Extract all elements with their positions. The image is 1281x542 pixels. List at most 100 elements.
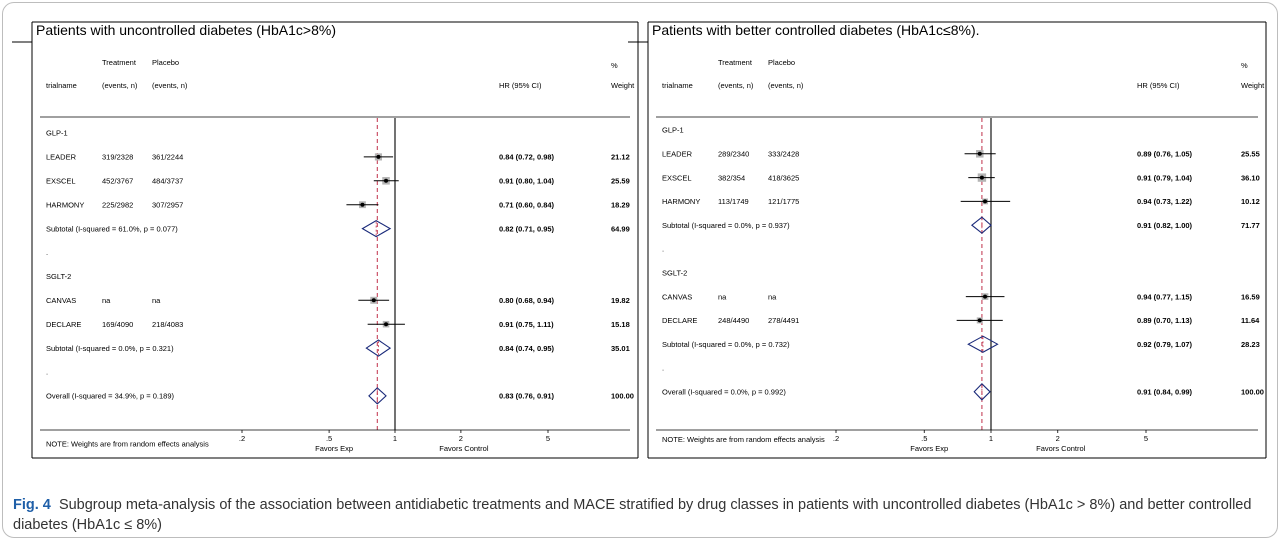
- panel1-treatment-events: 225/2982: [102, 200, 133, 209]
- panel2-weight-value: 36.10: [1241, 173, 1260, 182]
- panel2-study-name: CANVAS: [662, 292, 692, 301]
- panel2-point-estimate: [979, 175, 984, 180]
- panel1-placebo-events: na: [152, 296, 161, 305]
- panel2-treatment-header-sub: (events, n): [718, 81, 754, 90]
- panel2-treatment-events: na: [718, 292, 727, 301]
- panel1-weight-header-pct: %: [611, 61, 618, 70]
- panel1-overall-diamond: [368, 387, 387, 405]
- panel1-subtotal-diamond: [365, 339, 392, 357]
- panel2-x-tick-label: 2: [1056, 434, 1060, 443]
- panel2-placebo-events: 121/1775: [768, 197, 799, 206]
- panel1-x-tick-label: .5: [326, 434, 332, 443]
- panel2-weight-header: Weight: [1241, 81, 1265, 90]
- panel1-placebo-header: Placebo: [152, 58, 179, 67]
- panel1-hr-value: 0.84 (0.72, 0.98): [499, 153, 555, 162]
- panel2-placebo-header-sub: (events, n): [768, 81, 804, 90]
- panel2-subtotal-label: Subtotal (I-squared = 0.0%, p = 0.937): [662, 221, 790, 230]
- panel1-hr-value: 0.71 (0.60, 0.84): [499, 200, 555, 209]
- forest-plots: Patients with uncontrolled diabetes (HbA…: [12, 21, 1267, 459]
- panel1-point-estimate: [360, 202, 365, 207]
- panel1-note: NOTE: Weights are from random effects an…: [46, 439, 209, 448]
- panel1-study-name: EXSCEL: [46, 177, 76, 186]
- panel1-weight-value: 19.82: [611, 296, 630, 305]
- panel2-study-name: EXSCEL: [662, 173, 692, 182]
- panel1-hr-value: 0.91 (0.75, 1.11): [499, 320, 554, 329]
- panel1-title: Patients with uncontrolled diabetes (HbA…: [36, 22, 336, 38]
- panel2-trial-header: trialname: [662, 81, 693, 90]
- panel2-point-estimate: [983, 294, 988, 299]
- panel1-subtotal-label: Subtotal (I-squared = 0.0%, p = 0.321): [46, 344, 174, 353]
- panel1-hr-value: 0.82 (0.71, 0.95): [499, 224, 555, 233]
- panel1-hr-value: 0.84 (0.74, 0.95): [499, 344, 555, 353]
- panel2-hr-value: 0.91 (0.84, 0.99): [1137, 388, 1193, 397]
- figure-label: Fig. 4: [13, 497, 51, 513]
- panel1-weight-value: 21.12: [611, 153, 630, 162]
- panel2-weight-value: 10.12: [1241, 197, 1260, 206]
- panel2-point-estimate: [977, 318, 982, 323]
- panel1-study-name: DECLARE: [46, 320, 81, 329]
- panel2-title: Patients with better controlled diabetes…: [652, 22, 980, 38]
- panel1-x-tick-label: 1: [393, 434, 397, 443]
- panel2-hr-header: HR (95% CI): [1137, 81, 1180, 90]
- panel1-hr-header: HR (95% CI): [499, 81, 542, 90]
- panel1-study-name: LEADER: [46, 153, 77, 162]
- panel2-placebo-events: 418/3625: [768, 173, 799, 182]
- panel2-group-label: SGLT-2: [662, 269, 687, 278]
- panel2-weight-value: 25.55: [1241, 150, 1260, 159]
- figure-caption: Fig. 4 Subgroup meta-analysis of the ass…: [13, 495, 1263, 535]
- panel1-hr-value: 0.80 (0.68, 0.94): [499, 296, 555, 305]
- panel2-spacer-dot: .: [662, 245, 664, 254]
- panel2-overall-diamond: [973, 383, 991, 401]
- panel1-weight-value: 25.59: [611, 177, 630, 186]
- panel2-weight-value: 71.77: [1241, 221, 1260, 230]
- panel2-treatment-events: 113/1749: [718, 197, 749, 206]
- panel1-group-label: GLP-1: [46, 129, 68, 138]
- panel1-weight-value: 100.00: [611, 392, 634, 401]
- panel2-treatment-events: 382/354: [718, 173, 745, 182]
- panel1-treatment-header-sub: (events, n): [102, 81, 138, 90]
- panel1-treatment-events: 319/2328: [102, 153, 133, 162]
- panel1-treatment-events: na: [102, 296, 111, 305]
- panel2-hr-value: 0.94 (0.73, 1.22): [1137, 197, 1193, 206]
- panel2-placebo-header: Placebo: [768, 58, 795, 67]
- panel2-hr-value: 0.91 (0.82, 1.00): [1137, 221, 1193, 230]
- panel2-weight-value: 100.00: [1241, 388, 1264, 397]
- panel1-group-label: SGLT-2: [46, 272, 71, 281]
- panel1-weight-header: Weight: [611, 81, 635, 90]
- panel1-hr-value: 0.83 (0.76, 0.91): [499, 392, 555, 401]
- panel1-subtotal-diamond: [361, 219, 392, 238]
- panel1-weight-value: 15.18: [611, 320, 630, 329]
- panel2-study-name: LEADER: [662, 150, 693, 159]
- panel2-study-name: DECLARE: [662, 316, 697, 325]
- panel2-placebo-events: 333/2428: [768, 150, 799, 159]
- panel2-note: NOTE: Weights are from random effects an…: [662, 435, 825, 444]
- panel1-subtotal-label: Subtotal (I-squared = 61.0%, p = 0.077): [46, 224, 178, 233]
- panel1-x-tick-label: 5: [546, 434, 550, 443]
- panel1-placebo-events: 361/2244: [152, 153, 183, 162]
- panel1-weight-value: 35.01: [611, 344, 630, 353]
- panel1-hr-value: 0.91 (0.80, 1.04): [499, 177, 555, 186]
- panel2-x-label-left: Favors Exp: [910, 444, 948, 453]
- panel2-weight-header-pct: %: [1241, 61, 1248, 70]
- panel1-treatment-events: 169/4090: [102, 320, 133, 329]
- panel1-overall-label: Overall (I-squared = 34.9%, p = 0.189): [46, 392, 174, 401]
- panel1-treatment-events: 452/3767: [102, 177, 133, 186]
- panel2-group-label: GLP-1: [662, 126, 684, 135]
- panel1-x-tick-label: .2: [239, 434, 245, 443]
- panel2-treatment-events: 248/4490: [718, 316, 749, 325]
- panel2-x-label-right: Favors Control: [1036, 444, 1086, 453]
- panel2-treatment-header: Treatment: [718, 58, 753, 67]
- panel1-placebo-header-sub: (events, n): [152, 81, 188, 90]
- panel2-subtotal-diamond: [971, 216, 992, 234]
- panel2-weight-value: 11.64: [1241, 316, 1260, 325]
- panel2-hr-value: 0.91 (0.79, 1.04): [1137, 173, 1193, 182]
- panel2-subtotal-diamond: [967, 335, 999, 353]
- panel2-x-tick-label: 5: [1144, 434, 1148, 443]
- panel2-hr-value: 0.89 (0.70, 1.13): [1137, 316, 1193, 325]
- panel1-x-tick-label: 2: [459, 434, 463, 443]
- panel2-subtotal-label: Subtotal (I-squared = 0.0%, p = 0.732): [662, 340, 790, 349]
- panel2-hr-value: 0.89 (0.76, 1.05): [1137, 150, 1193, 159]
- panel2-hr-value: 0.94 (0.77, 1.15): [1137, 292, 1193, 301]
- panel2-x-tick-label: .2: [833, 434, 839, 443]
